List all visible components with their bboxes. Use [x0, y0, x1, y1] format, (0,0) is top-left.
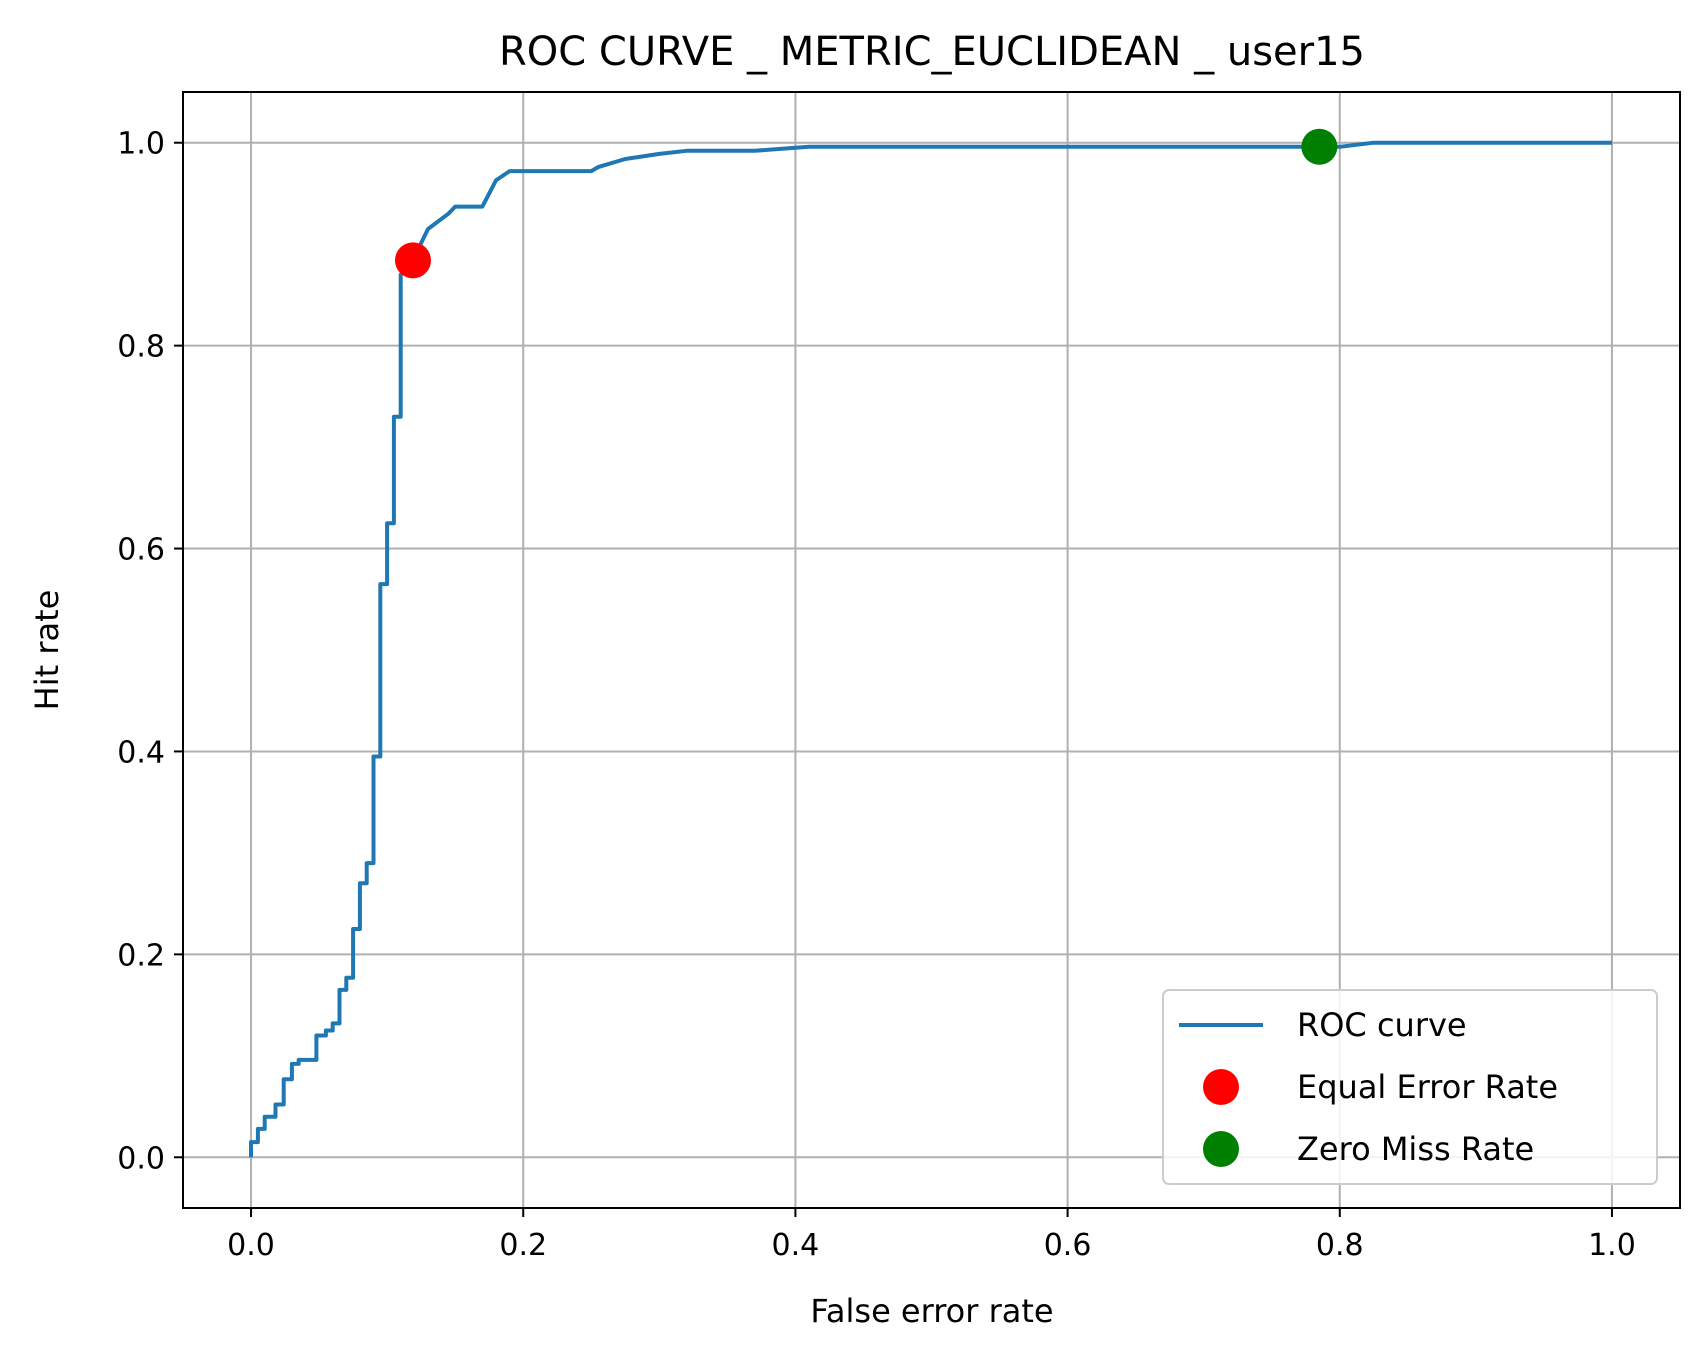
y-tick-label: 0.2	[117, 938, 165, 973]
legend-equal-error-rate-swatch	[1203, 1069, 1239, 1105]
x-tick-label: 1.0	[1588, 1228, 1636, 1263]
grid	[183, 92, 1680, 1208]
y-axis-label: Hit rate	[28, 590, 66, 711]
x-tick-label: 0.4	[772, 1228, 820, 1263]
ticks: 0.0 0.2 0.4 0.6 0.8 1.0 0.0 0.2 0.4 0.6 0.8 1.0	[117, 127, 1636, 1263]
legend-zero-miss-rate-swatch	[1203, 1131, 1239, 1167]
zero-miss-rate-marker	[1301, 128, 1338, 165]
legend-equal-error-rate-label: Equal Error Rate	[1297, 1068, 1558, 1106]
y-tick-label: 0.0	[117, 1141, 165, 1176]
x-tick-label: 0.6	[1044, 1228, 1092, 1263]
axes-frame	[182, 91, 1681, 1209]
equal-error-rate-marker	[394, 242, 431, 279]
legend-zero-miss-rate-label: Zero Miss Rate	[1297, 1130, 1534, 1168]
y-tick-label: 1.0	[117, 127, 165, 162]
legend: ROC curve Equal Error Rate Zero Miss Rate	[1162, 989, 1658, 1185]
x-tick-label: 0.0	[227, 1228, 275, 1263]
roc-curve-line	[249, 140, 1612, 1158]
x-tick-label: 0.8	[1316, 1228, 1364, 1263]
y-tick-label: 0.4	[117, 735, 165, 770]
legend-box	[1162, 989, 1658, 1185]
legend-roc-curve-label: ROC curve	[1297, 1006, 1467, 1044]
x-tick-label: 0.2	[499, 1228, 547, 1263]
chart-title: ROC CURVE _ METRIC_EUCLIDEAN _ user15	[499, 29, 1365, 75]
y-tick-label: 0.8	[117, 330, 165, 365]
y-tick-label: 0.6	[117, 533, 165, 568]
x-axis-label: False error rate	[810, 1292, 1053, 1330]
plot-area	[249, 128, 1612, 1158]
